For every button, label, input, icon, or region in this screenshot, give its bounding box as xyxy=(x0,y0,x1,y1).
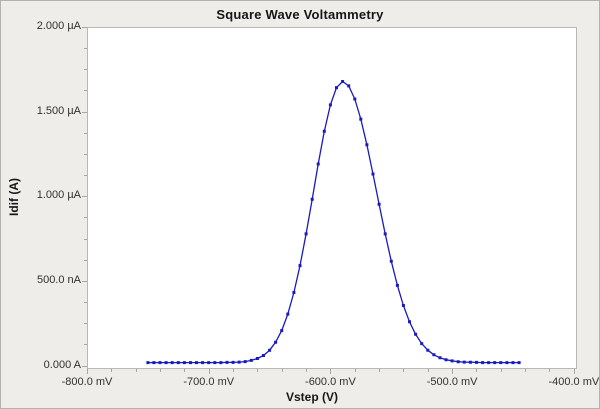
y-tick-label: 0.000 A xyxy=(43,358,81,371)
x-tick-label: -800.0 mV xyxy=(61,376,113,388)
chart-title: Square Wave Voltammetry xyxy=(216,7,384,22)
y-tick-label: 2.000 µA xyxy=(36,20,81,32)
y-tick-label: 1.000 µA xyxy=(36,189,81,202)
x-tick-label: -700.0 mV xyxy=(183,376,235,388)
x-tick-label: -600.0 mV xyxy=(305,376,356,388)
axis-ticks xyxy=(82,27,575,374)
x-tick-label: -400.0 mV xyxy=(548,376,600,388)
x-tick-label: -500.0 mV xyxy=(426,376,478,388)
plot-frame xyxy=(87,27,577,369)
x-axis-title: Vstep (V) xyxy=(285,390,338,404)
y-tick-label: 1.500 µA xyxy=(36,104,81,117)
y-tick-label: 500.0 nA xyxy=(36,273,81,286)
plot-background xyxy=(87,27,577,369)
